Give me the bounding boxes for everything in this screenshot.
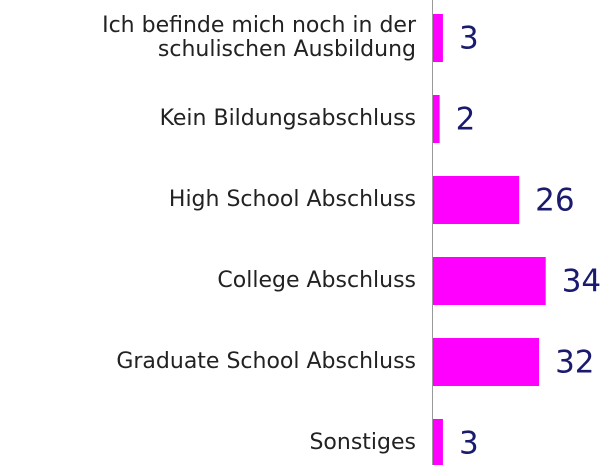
value-label: 2 [456,102,476,138]
bar [433,14,443,62]
bar [433,338,540,386]
value-label: 34 [562,264,601,300]
value-label: 3 [459,21,479,57]
category-label: Ich befinde mich noch in der schulischen… [102,13,416,62]
category-label: College Abschluss [217,268,416,293]
value-label: 26 [535,183,574,219]
value-label: 3 [459,426,479,462]
bar [433,419,443,465]
category-label: Graduate School Abschluss [116,349,416,374]
bar [433,257,546,305]
category-label: High School Abschluss [168,187,416,212]
value-label: 32 [555,345,594,381]
category-label: Sonstiges [309,430,416,455]
bar [433,95,440,143]
category-label: Kein Bildungsabschluss [159,106,416,131]
bar [433,176,520,224]
